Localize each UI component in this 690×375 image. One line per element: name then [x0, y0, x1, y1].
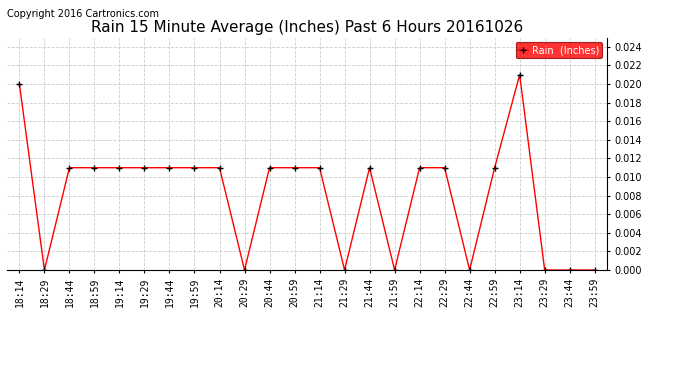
Legend: Rain  (Inches): Rain (Inches)	[515, 42, 602, 58]
Title: Rain 15 Minute Average (Inches) Past 6 Hours 20161026: Rain 15 Minute Average (Inches) Past 6 H…	[91, 20, 523, 35]
Text: Copyright 2016 Cartronics.com: Copyright 2016 Cartronics.com	[7, 9, 159, 19]
